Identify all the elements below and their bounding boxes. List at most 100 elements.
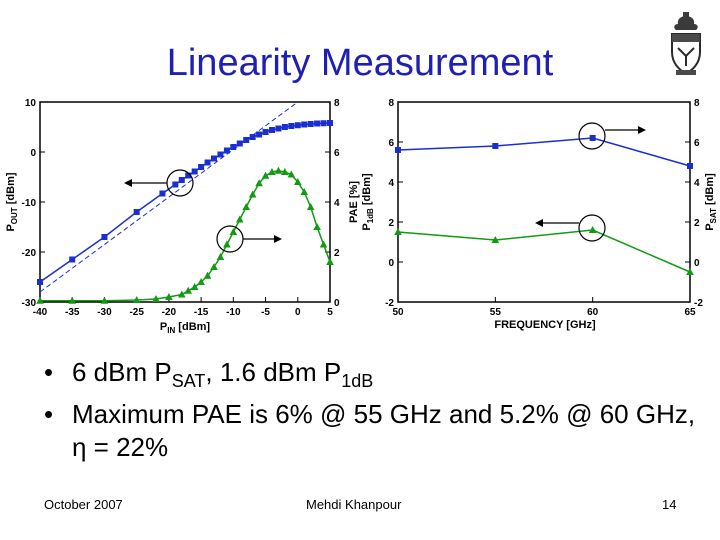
bullet-dot-icon: • — [44, 399, 54, 430]
psat-series-line — [397, 137, 691, 167]
y-axis-right-tick-label: 2 — [334, 248, 340, 259]
pout-series-point — [178, 177, 185, 183]
pae-series-point — [165, 293, 173, 300]
university-crest-icon — [671, 12, 701, 76]
y-axis-right-tick-label: 8 — [694, 98, 700, 109]
bullet-dot-icon: • — [44, 357, 54, 387]
pout-series-point — [236, 140, 243, 147]
bullet-text: , 1.6 dBm P — [205, 357, 342, 387]
p1db-series-point — [394, 228, 402, 235]
pout-series-point — [172, 181, 179, 188]
pout-series-point — [256, 131, 263, 138]
pout-series-point — [249, 134, 256, 140]
pout-series-point — [320, 120, 327, 127]
x-axis-tick-label: 50 — [392, 307, 404, 318]
footer-date: October 2007 — [44, 497, 123, 512]
pae-series-point — [313, 223, 321, 230]
y-axis-label-left: POUT [dBm] — [5, 172, 19, 231]
pae-series-point — [210, 263, 218, 270]
y-axis-left-tick-label: 2 — [388, 218, 394, 229]
pae-series-point — [242, 203, 251, 210]
y-axis-label-left: P1dB [dBm] — [361, 173, 375, 231]
x-axis-tick-label: 65 — [684, 307, 696, 318]
y-axis-left-tick-label: 10 — [25, 98, 37, 109]
annotation-circle-pae — [216, 225, 282, 253]
x-axis-label: PIN [dBm] — [160, 321, 211, 335]
bullet-text: Maximum PAE is 6% @ 55 GHz and 5.2% @ 60… — [72, 399, 696, 463]
pout-series-point — [294, 122, 301, 129]
pae-series-point — [223, 240, 231, 248]
y-axis-left-tick-label: 6 — [388, 138, 394, 149]
x-axis-tick-label: 55 — [490, 307, 502, 318]
footer-author: Mehdi Khanpour — [306, 497, 402, 512]
pae-series-point — [255, 179, 263, 187]
pout-series-point — [230, 144, 237, 150]
pae-series-point — [184, 286, 193, 294]
bullet-text: 6 dBm P — [72, 357, 172, 387]
pae-series-point — [36, 296, 44, 304]
footer-page-number: 14 — [662, 497, 677, 512]
y-axis-right-tick-label: -2 — [694, 298, 703, 309]
y-axis-left-tick-label: -2 — [385, 298, 394, 309]
x-axis-tick-label: -35 — [65, 307, 80, 318]
pae-series-point — [229, 228, 238, 235]
y-axis-right-tick-label: 8 — [334, 98, 340, 109]
y-axis-right-tick-label: 4 — [694, 178, 700, 189]
y-axis-right-tick-label: 6 — [334, 148, 340, 159]
y-axis-right-tick-label: 4 — [334, 198, 340, 209]
x-axis-tick-label: -25 — [129, 307, 144, 318]
pout-series-point — [211, 155, 217, 162]
x-axis-tick-label: -5 — [261, 307, 270, 318]
pout-series-point — [262, 129, 269, 135]
x-axis-tick-label: 5 — [327, 307, 333, 318]
pout-series-point — [281, 124, 288, 130]
p1db-series-point — [491, 236, 500, 243]
bullet-list: • 6 dBm PSAT, 1.6 dBm P1dB • Maximum PAE… — [44, 356, 704, 464]
pout-series-point — [314, 120, 321, 127]
y-axis-right-tick-label: 0 — [334, 298, 340, 309]
slide-title: Linearity Measurement — [166, 42, 554, 84]
pae-series-point — [177, 290, 186, 298]
x-axis-tick-label: 0 — [295, 307, 301, 318]
y-axis-left-tick-label: 8 — [388, 98, 394, 109]
pae-series-point — [203, 271, 212, 279]
y-axis-left-tick-label: -10 — [22, 198, 37, 209]
pout-series-point — [327, 120, 333, 126]
pae-series-point — [293, 178, 302, 185]
pae-series-point — [261, 171, 270, 179]
pout-series-point — [133, 209, 140, 215]
x-axis-tick-label: -15 — [194, 307, 209, 318]
p1db-series-point — [686, 268, 694, 275]
x-axis-tick-label: -20 — [162, 307, 177, 318]
annotation-circle-psat — [578, 122, 646, 150]
pout-series-point — [198, 164, 205, 170]
pout-series-point — [69, 256, 76, 263]
y-axis-label-right: PAE [%] — [348, 181, 360, 223]
y-axis-left-tick-label: -30 — [22, 298, 37, 309]
pout-series-point — [185, 172, 192, 179]
p1db-series-point — [588, 226, 597, 233]
y-axis-right-tick-label: 6 — [694, 138, 700, 149]
pae-series-point — [235, 215, 244, 223]
pae-series-point — [190, 283, 199, 290]
plot-area — [39, 101, 331, 303]
pae-series-point — [132, 296, 141, 303]
psat-series-point — [589, 135, 596, 141]
pae-series-point — [281, 168, 289, 175]
bullet-item: • Maximum PAE is 6% @ 55 GHz and 5.2% @ … — [44, 398, 704, 464]
pout-series-point — [288, 123, 295, 129]
pae-series-point — [287, 170, 296, 178]
pout-series-point — [159, 190, 166, 197]
pae-series-point — [248, 190, 257, 198]
p1db-psat-chart: 50 55 60 65 -2 0 2 4 6 8 -2 0 2 4 6 8 FREQUENCY [GHz]… — [361, 98, 718, 331]
pout-series-point — [204, 159, 211, 166]
x-axis-tick-label: -30 — [97, 307, 112, 318]
x-axis-tick-label: 60 — [587, 307, 599, 318]
pae-series-point — [268, 168, 276, 175]
x-axis-label: FREQUENCY [GHz] — [494, 319, 596, 331]
pae-series-point — [68, 296, 77, 304]
y-axis-right-tick-label: 0 — [694, 258, 700, 269]
pae-series-point — [274, 166, 283, 174]
